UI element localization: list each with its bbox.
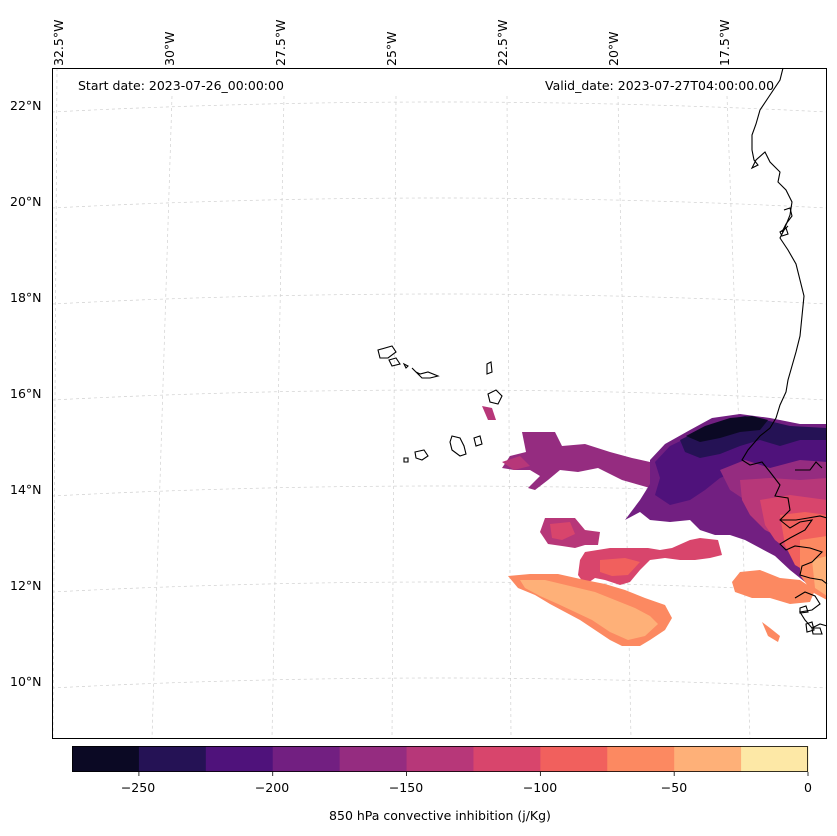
meridian-17-5w [726, 95, 751, 739]
colorbar-swatch [607, 746, 675, 772]
cin-region-sw-plume-inner [520, 580, 658, 640]
map-area [51, 67, 828, 739]
cin-region-west-arm [502, 432, 660, 490]
lon-label-30w: 30°W [162, 31, 177, 66]
parallel-10n [51, 677, 828, 689]
lat-label-10n: 10°N [10, 674, 42, 689]
colorbar-swatch [741, 746, 809, 772]
colorbar-swatch [272, 746, 341, 772]
lat-label-12n: 12°N [10, 578, 42, 593]
cin-field [482, 406, 827, 646]
brava-island [403, 457, 409, 463]
valid-date-label: Valid_date: 2023-07-27T04:00:00.00 [545, 78, 775, 93]
colorbar-tick-label: −50 [660, 780, 688, 795]
colorbar-swatch [540, 746, 608, 772]
cin-region-main-25 [812, 556, 827, 596]
bay-islet [779, 227, 789, 237]
colorbar-tick-label: −200 [254, 780, 290, 795]
cin-region-se-patch [732, 570, 815, 604]
meridian-32-5w [52, 67, 58, 739]
colorbar-swatch [72, 746, 140, 772]
bijagos-islands-3 [811, 627, 823, 635]
gambia-river [780, 515, 828, 521]
cin-region-mid-patch-2-inner [600, 558, 640, 576]
bijagos-islands-2 [805, 621, 815, 633]
colorbar-swatch [406, 746, 474, 772]
sao-nicolau-island [411, 367, 440, 379]
colorbar [72, 746, 809, 776]
colorbar-swatch [339, 746, 408, 772]
santo-antao-island [377, 345, 397, 359]
lon-label-17-5w: 17.5°W [717, 19, 732, 66]
guinea-bissau-coast [794, 591, 828, 629]
santa-luzia-island [402, 362, 409, 369]
lon-label-22-5w: 22.5°W [495, 19, 510, 66]
colorbar-title: 850 hPa convective inhibition (j/Kg) [329, 808, 551, 823]
cin-region-island-blob [482, 406, 496, 420]
cin-region-mid-patch-1-inner [550, 522, 575, 540]
meridian-25w [391, 95, 397, 739]
cin-region-mid-patch-2 [578, 538, 722, 585]
africa-coastline [741, 67, 828, 585]
lat-label-22n: 22°N [10, 98, 42, 113]
santiago-island [449, 435, 467, 457]
colorbar-tick-label: −100 [522, 780, 558, 795]
parallel-20n [51, 197, 828, 209]
colorbar-tick-label: −250 [120, 780, 156, 795]
cin-region-se-small [762, 622, 780, 642]
colorbar-swatch [473, 746, 541, 772]
senegal-inlet [795, 461, 823, 471]
cin-region-main-250 [686, 416, 768, 442]
colorbar-tick-label: −150 [388, 780, 424, 795]
parallel-16n [51, 389, 828, 401]
bijagos-islands-1 [799, 605, 809, 614]
start-date-label: Start date: 2023-07-26_00:00:00 [78, 78, 284, 93]
cin-region-west-arm-125 [502, 456, 530, 470]
western-sahara-bay [781, 207, 793, 233]
coastlines [377, 67, 828, 635]
colorbar-frame [72, 746, 808, 772]
lon-label-20w: 20°W [606, 31, 621, 66]
meridian-27-5w [271, 95, 285, 739]
parallel-22n [51, 101, 828, 113]
lat-label-14n: 14°N [10, 482, 42, 497]
parallel-18n [51, 293, 828, 305]
lat-label-16n: 16°N [10, 386, 42, 401]
meridian-22-5w [506, 95, 512, 739]
meridian-30w [151, 95, 173, 739]
sal-island [486, 361, 493, 375]
map-frame [52, 68, 827, 739]
lon-label-25w: 25°W [384, 31, 399, 66]
lat-label-20n: 20°N [10, 194, 42, 209]
fogo-island [414, 449, 429, 461]
colorbar-swatch [138, 746, 207, 772]
lat-label-18n: 18°N [10, 290, 42, 305]
colorbar-swatch [205, 746, 274, 772]
parallel-12n [51, 581, 828, 593]
boa-vista-island [487, 389, 503, 405]
lon-label-32-5w: 32.5°W [51, 19, 66, 66]
parallel-14n [51, 485, 828, 497]
colorbar-tick-label: 0 [804, 780, 812, 795]
graticule [51, 67, 828, 739]
lon-label-27-5w: 27.5°W [273, 19, 288, 66]
sao-vicente-island [388, 357, 401, 367]
colorbar-swatch [674, 746, 742, 772]
maio-island [473, 435, 483, 447]
